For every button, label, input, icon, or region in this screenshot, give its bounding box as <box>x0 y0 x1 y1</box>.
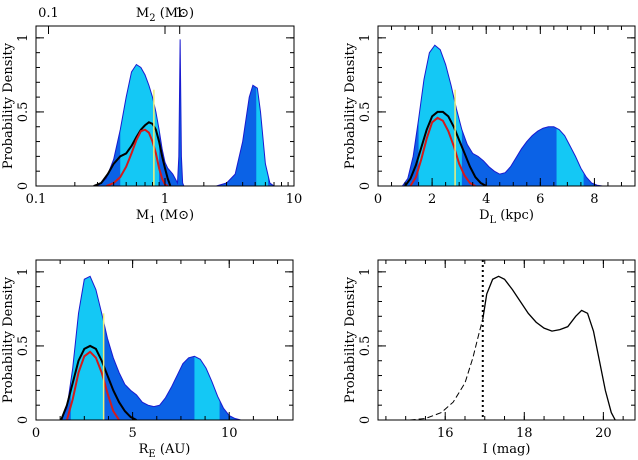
red-curve <box>65 350 120 420</box>
plot-area <box>93 39 275 186</box>
x-axis-label: RE (AU) <box>139 442 191 460</box>
x-axis-label: M1 (M⊙) <box>136 208 194 226</box>
x-tick-label: 0 <box>32 426 40 441</box>
x-axis-label: I (mag) <box>483 442 531 457</box>
top-axis-label-unit: (M⊙) <box>156 6 194 21</box>
y-tick-label: 1 <box>16 34 31 42</box>
x-axis-label-main: R <box>139 442 150 457</box>
top-axis-label: M2 (M⊙) <box>136 6 194 24</box>
x-axis-label-sub: 1 <box>149 215 155 226</box>
x-tick-label: 18 <box>516 426 533 441</box>
x-tick-label: 1 <box>161 192 169 207</box>
plot-area <box>401 44 603 186</box>
credible-bands <box>418 45 584 186</box>
x-axis-label-unit: (M⊙) <box>156 208 194 223</box>
x-axis-label-sub: L <box>490 215 497 226</box>
y-tick-label: 1 <box>358 34 373 42</box>
top-axis-tick-label: 1 <box>176 6 184 21</box>
plot-frame <box>377 25 636 187</box>
y-tick-label: 0.5 <box>358 336 373 357</box>
y-axis-label: Probability Density <box>343 276 358 403</box>
y-tick-label: 0.5 <box>358 102 373 123</box>
x-axis-label: DL (kpc) <box>479 208 534 226</box>
y-tick-label: 1 <box>16 268 31 276</box>
plot-area <box>60 275 241 420</box>
top-axis-label-main: M <box>136 6 149 21</box>
density-outline <box>60 275 241 420</box>
band-light-range-2 <box>256 39 269 186</box>
x-tick-label: 20 <box>595 426 612 441</box>
band-light-range-2 <box>556 45 584 186</box>
plot-frame <box>377 259 636 421</box>
x-axis-label-main: I <box>483 442 488 457</box>
x-tick-label: 0 <box>374 192 382 207</box>
y-tick-label: 1 <box>358 268 373 276</box>
x-tick-label: 10 <box>286 192 303 207</box>
y-axis-label: Probability Density <box>1 42 16 169</box>
x-tick-label: 0.1 <box>26 192 47 207</box>
x-tick-label: 16 <box>437 426 454 441</box>
black-curve <box>404 110 487 186</box>
y-axis-label: Probability Density <box>343 42 358 169</box>
plot-area <box>409 260 616 420</box>
y-axis-label: Probability Density <box>1 276 16 403</box>
density-outline <box>401 44 603 186</box>
x-tick-label: 4 <box>482 192 490 207</box>
top-axis-label-sub: 2 <box>149 13 155 24</box>
x-tick-label: 5 <box>128 426 136 441</box>
x-axis-label-unit: (AU) <box>156 442 191 457</box>
x-axis-label-unit: (mag) <box>488 442 531 457</box>
x-axis-label-main: D <box>479 208 489 223</box>
red-curve <box>105 128 169 186</box>
x-axis-label-sub: E <box>148 449 155 460</box>
x-axis-label-main: M <box>136 208 149 223</box>
y-tick-label: 0 <box>358 416 373 424</box>
band-light-range-2 <box>194 276 220 420</box>
y-tick-label: 0 <box>16 416 31 424</box>
x-tick-label: 6 <box>536 192 544 207</box>
x-axis-label-unit: (kpc) <box>496 208 534 223</box>
solid-curve <box>482 275 616 420</box>
plot-frame <box>35 259 294 421</box>
y-tick-label: 0 <box>16 182 31 190</box>
y-tick-label: 0 <box>358 182 373 190</box>
x-tick-label: 10 <box>221 426 238 441</box>
top-axis-tick-label: 0.1 <box>38 6 59 21</box>
red-curve <box>409 116 476 186</box>
y-tick-label: 0.5 <box>16 102 31 123</box>
x-tick-label: 2 <box>428 192 436 207</box>
x-tick-label: 8 <box>590 192 598 207</box>
y-tick-label: 0.5 <box>16 336 31 357</box>
dashed-curve <box>409 319 484 420</box>
black-curve <box>93 121 172 186</box>
black-curve <box>60 344 137 420</box>
density-outline <box>97 39 275 186</box>
